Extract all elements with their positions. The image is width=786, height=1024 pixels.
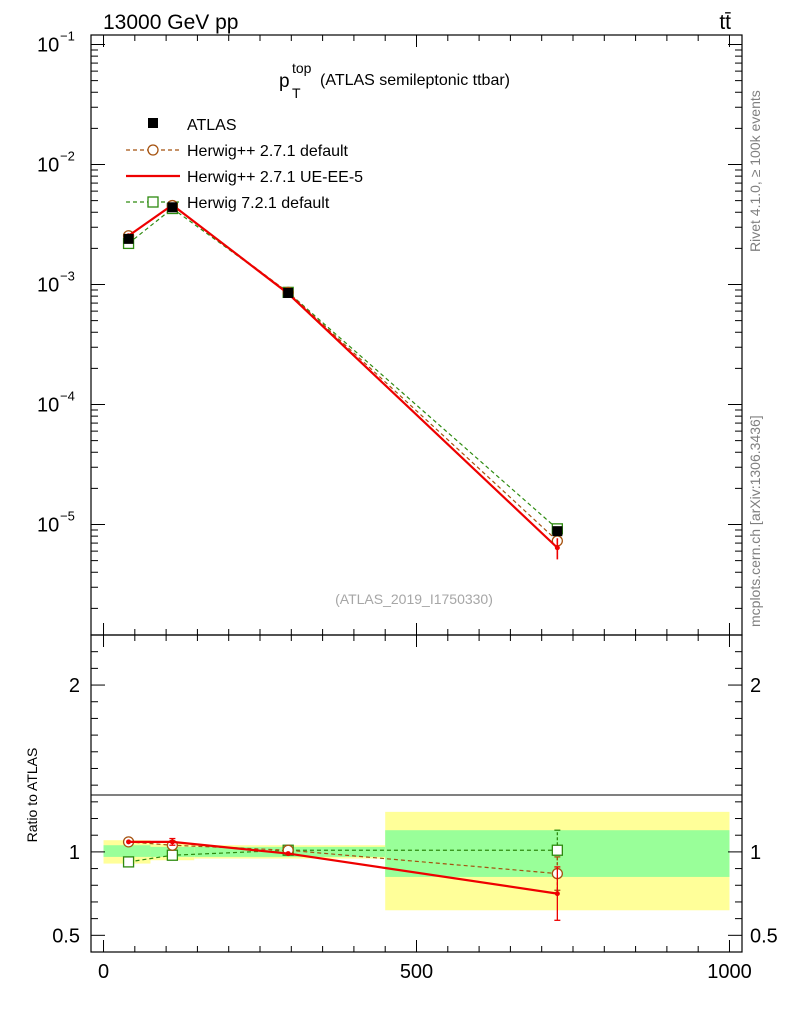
main-y-tick-labels: 10−110−210−310−410−5: [37, 29, 75, 537]
legend-entry-herwigpp-default: Herwig++ 2.7.1 default: [126, 143, 349, 160]
main-series-layer: [122, 199, 563, 560]
ratio-point-series-3: [166, 849, 179, 861]
main-y-tick-label: 10: [37, 35, 59, 57]
rivet-version-label: Rivet 4.1.0, ≥ 100k events: [747, 90, 763, 252]
main-y-tick-exponent: −4: [60, 389, 75, 404]
legend-marker-atlas: [148, 118, 158, 128]
legend-entry-atlas: ATLAS: [148, 117, 237, 134]
ratio-y-tick-label-right: 0.5: [750, 925, 778, 947]
title-main: p: [279, 71, 290, 92]
header-right: tt̄: [719, 11, 731, 34]
analysis-label: (ATLAS_2019_I1750330): [335, 591, 493, 607]
x-tick-label: 0: [98, 961, 109, 983]
x-tick-label: 500: [400, 961, 433, 983]
ratio-point-series-3: [122, 856, 135, 868]
main-point-atlas: [123, 233, 134, 244]
main-point-atlas: [283, 287, 294, 298]
ratio-line-series-3: [128, 849, 558, 863]
legend-label-herwigpp-default: Herwig++ 2.7.1 default: [187, 143, 349, 160]
legend-label-herwigpp-ueee5: Herwig++ 2.7.1 UE-EE-5: [187, 169, 363, 186]
title-rest: (ATLAS semileptonic ttbar): [320, 72, 510, 89]
header-left: 13000 GeV pp: [103, 11, 238, 34]
x-tick-labels: 0 500 1000: [98, 961, 752, 983]
legend-entry-herwigpp-ueee5: Herwig++ 2.7.1 UE-EE-5: [126, 169, 363, 186]
ratio-series-layer: [122, 829, 563, 921]
mcplots-label: mcplots.cern.ch [arXiv:1306.3436]: [747, 415, 763, 627]
ratio-axis-ticks: [91, 635, 742, 952]
legend-marker-herwigpp-default: [147, 144, 159, 156]
ratio-y-tick-labels: 2 2 1 1 0.5 0.5: [52, 675, 778, 947]
ratio-point-series-2: [126, 839, 132, 845]
title-superscript: top: [292, 60, 312, 76]
legend: ATLAS Herwig++ 2.7.1 default Herwig++ 2.…: [126, 117, 363, 212]
title-subscript: T: [292, 85, 301, 101]
ratio-panel: 2 2 1 1 0.5 0.5 0 500 1000 Ratio to ATLAS: [24, 634, 778, 983]
main-y-tick-exponent: −5: [60, 509, 75, 524]
main-y-tick-label: 10: [37, 515, 59, 537]
legend-label-atlas: ATLAS: [187, 117, 237, 134]
legend-marker-herwig7-default: [147, 196, 159, 208]
ratio-y-tick-label-right: 1: [750, 842, 761, 864]
ratio-line-series-2: [128, 840, 558, 895]
ratio-point-series-3: [551, 844, 563, 856]
ratio-y-axis-label: Ratio to ATLAS: [24, 748, 40, 843]
ratio-point-series-2: [285, 851, 291, 857]
band-inner-bin-0: [103, 845, 151, 857]
chart-title: p top T (ATLAS semileptonic ttbar): [279, 60, 510, 101]
main-y-tick-exponent: −2: [60, 149, 75, 164]
main-y-tick-label: 10: [37, 275, 59, 297]
ratio-y-tick-label-right: 2: [750, 675, 761, 697]
x-tick-label: 1000: [707, 961, 752, 983]
legend-label-herwig7-default: Herwig 7.2.1 default: [187, 195, 330, 212]
main-y-tick-exponent: −3: [60, 269, 75, 284]
ratio-point-series-2: [554, 891, 560, 897]
main-y-tick-label: 10: [37, 395, 59, 417]
main-point-atlas: [552, 526, 563, 537]
legend-entry-herwig7-default: Herwig 7.2.1 default: [126, 195, 330, 212]
ratio-plot-frame: [90, 634, 743, 953]
ratio-point-series-2: [169, 839, 175, 845]
main-point-atlas: [167, 202, 178, 213]
main-line-series-2: [127, 203, 559, 549]
main-y-tick-label: 10: [37, 155, 59, 177]
main-axis-ticks: [91, 35, 742, 635]
ratio-y-tick-label-left: 2: [69, 675, 80, 697]
main-panel: 13000 GeV pp tt̄ p top T (ATLAS semilept…: [37, 11, 743, 636]
main-y-tick-exponent: −1: [60, 29, 75, 44]
main-line-series-1: [128, 204, 558, 542]
ratio-y-tick-label-left: 1: [69, 842, 80, 864]
ratio-y-tick-label-left: 0.5: [52, 925, 80, 947]
